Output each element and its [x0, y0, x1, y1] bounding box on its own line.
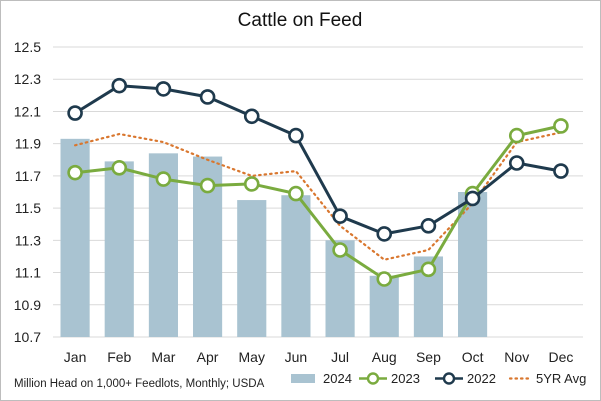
- point-2023: [243, 176, 260, 192]
- point-2022: [376, 226, 393, 242]
- point-2022: [420, 218, 437, 234]
- x-tick-label: Feb: [107, 349, 131, 365]
- point-2023: [155, 171, 172, 187]
- line-series: [67, 77, 569, 287]
- x-tick-label: Nov: [504, 349, 529, 365]
- legend-label-5yr-avg: 5YR Avg: [536, 371, 586, 386]
- bar-2024: [104, 161, 134, 337]
- line-2023: [74, 124, 562, 281]
- legend-marker-2023: [366, 372, 380, 385]
- point-2023: [553, 118, 569, 134]
- x-tick-label: Dec: [548, 349, 573, 365]
- legend-label-2024: 2024: [323, 371, 352, 386]
- x-tick-label: Sep: [416, 349, 441, 365]
- x-tick-label: Aug: [372, 349, 397, 365]
- line-2022: [74, 84, 562, 236]
- y-tick-label: 12.3: [14, 71, 41, 87]
- y-tick-label: 12.5: [14, 39, 41, 55]
- x-tick-label: Jul: [331, 349, 349, 365]
- point-2022: [288, 127, 304, 144]
- point-2023: [111, 160, 128, 176]
- y-tick-label: 10.9: [14, 297, 41, 313]
- chart-title: Cattle on Feed: [238, 10, 363, 31]
- x-tick-label: May: [239, 349, 265, 365]
- y-tick-label: 11.7: [15, 168, 41, 184]
- point-2022: [155, 81, 172, 97]
- point-2023: [332, 242, 348, 258]
- point-2022: [332, 208, 348, 224]
- point-2023: [508, 127, 525, 144]
- x-axis-ticks: Jan Feb Mar Apr May Jun Jul Aug Sep Oct Nov Dec: [64, 349, 574, 365]
- x-tick-label: Mar: [151, 349, 175, 365]
- y-tick-label: 11.5: [15, 200, 41, 216]
- y-tick-label: 10.7: [14, 329, 41, 345]
- y-tick-label: 11.3: [15, 232, 41, 248]
- bar-2024: [458, 192, 488, 337]
- x-tick-label: Jan: [64, 349, 87, 365]
- point-2023: [67, 164, 83, 181]
- x-tick-label: Apr: [197, 349, 219, 365]
- chart-legend: 2024 2023 2022 5YR Avg: [291, 371, 586, 386]
- point-2022: [243, 108, 260, 125]
- legend-label-2022: 2022: [467, 371, 496, 386]
- point-2022: [199, 89, 216, 105]
- point-2022: [553, 163, 569, 179]
- legend-label-2023: 2023: [391, 371, 420, 386]
- bar-2024: [281, 195, 311, 337]
- point-2022: [111, 77, 128, 94]
- point-2023: [199, 177, 216, 194]
- y-axis-ticks: 10.7 10.9 11.1 11.3 11.5 11.7 11.9 12.1 12.3 12.5: [14, 39, 41, 345]
- x-tick-label: Jun: [285, 349, 308, 365]
- legend-marker-2022: [442, 372, 456, 385]
- y-tick-label: 12.1: [14, 103, 41, 119]
- y-tick-label: 11.1: [15, 265, 41, 281]
- point-2023: [420, 261, 437, 278]
- legend-swatch-2024: [291, 374, 315, 383]
- point-2023: [288, 185, 304, 202]
- y-tick-label: 11.9: [15, 136, 41, 152]
- point-2022: [508, 155, 525, 171]
- bar-2024: [237, 200, 267, 337]
- x-tick-label: Oct: [462, 349, 484, 365]
- point-2022: [67, 105, 83, 121]
- chart-footnote: Million Head on 1,000+ Feedlots, Monthly…: [14, 378, 265, 390]
- point-2022: [464, 190, 481, 207]
- point-2023: [376, 271, 393, 287]
